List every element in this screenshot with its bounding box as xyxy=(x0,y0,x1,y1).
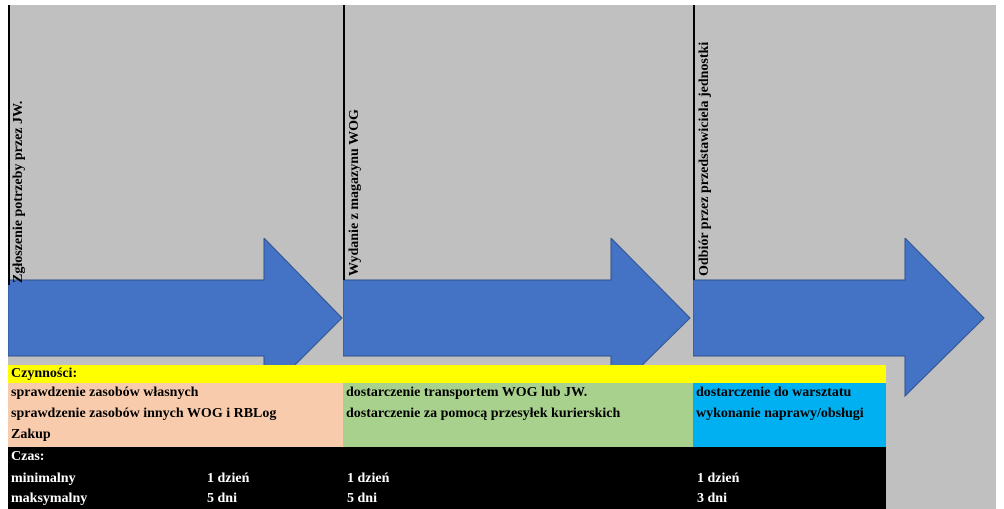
activity-line: sprawdzenie zasobów własnych xyxy=(11,385,199,400)
activity-line: dostarczenie za pomocą przesyłek kuriers… xyxy=(346,406,621,421)
activity-line: Zakup xyxy=(11,427,51,442)
activity-line: wykonanie naprawy/obsługi xyxy=(696,406,864,421)
stage-divider-1 xyxy=(8,5,10,285)
activities-header: Czynności: xyxy=(11,366,78,381)
activity-group-2: dostarczenie transportem WOG lub JW. dos… xyxy=(343,383,693,447)
time-table xyxy=(8,447,886,509)
stage-arrow-3 xyxy=(693,238,985,398)
activity-line: dostarczenie transportem WOG lub JW. xyxy=(346,385,588,400)
activity-line: sprawdzenie zasobów innych WOG i RBLog xyxy=(11,406,277,421)
activities-header-bar xyxy=(8,365,886,383)
time-header: Czas: xyxy=(11,449,45,464)
time-max-stage-2: 5 dni xyxy=(347,491,377,506)
activity-group-3: dostarczenie do warsztatu wykonanie napr… xyxy=(693,383,886,447)
stage-divider-2 xyxy=(343,5,345,280)
stage-label-2: Wydanie z magazynu WOG xyxy=(347,109,362,276)
time-min-stage-3: 1 dzień xyxy=(697,471,740,486)
stage-arrow-2 xyxy=(343,238,691,398)
time-min-stage-2: 1 dzień xyxy=(347,471,390,486)
time-max-stage-3: 3 dni xyxy=(697,491,727,506)
activity-line: dostarczenie do warsztatu xyxy=(696,385,852,400)
time-row-label-max: maksymalny xyxy=(11,491,88,506)
stage-label-3: Odbiór przez przedstawiciela jednostki xyxy=(697,41,712,276)
stage-label-1: Zgłoszenie potrzeby przez JW. xyxy=(11,100,26,283)
stage-divider-3 xyxy=(693,5,695,280)
time-row-label-min: minimalny xyxy=(11,471,76,486)
time-min-stage-1: 1 dzień xyxy=(207,471,250,486)
time-max-stage-1: 5 dni xyxy=(207,491,237,506)
activity-group-1: sprawdzenie zasobów własnych sprawdzenie… xyxy=(8,383,343,447)
stage-arrow-1 xyxy=(8,238,343,398)
